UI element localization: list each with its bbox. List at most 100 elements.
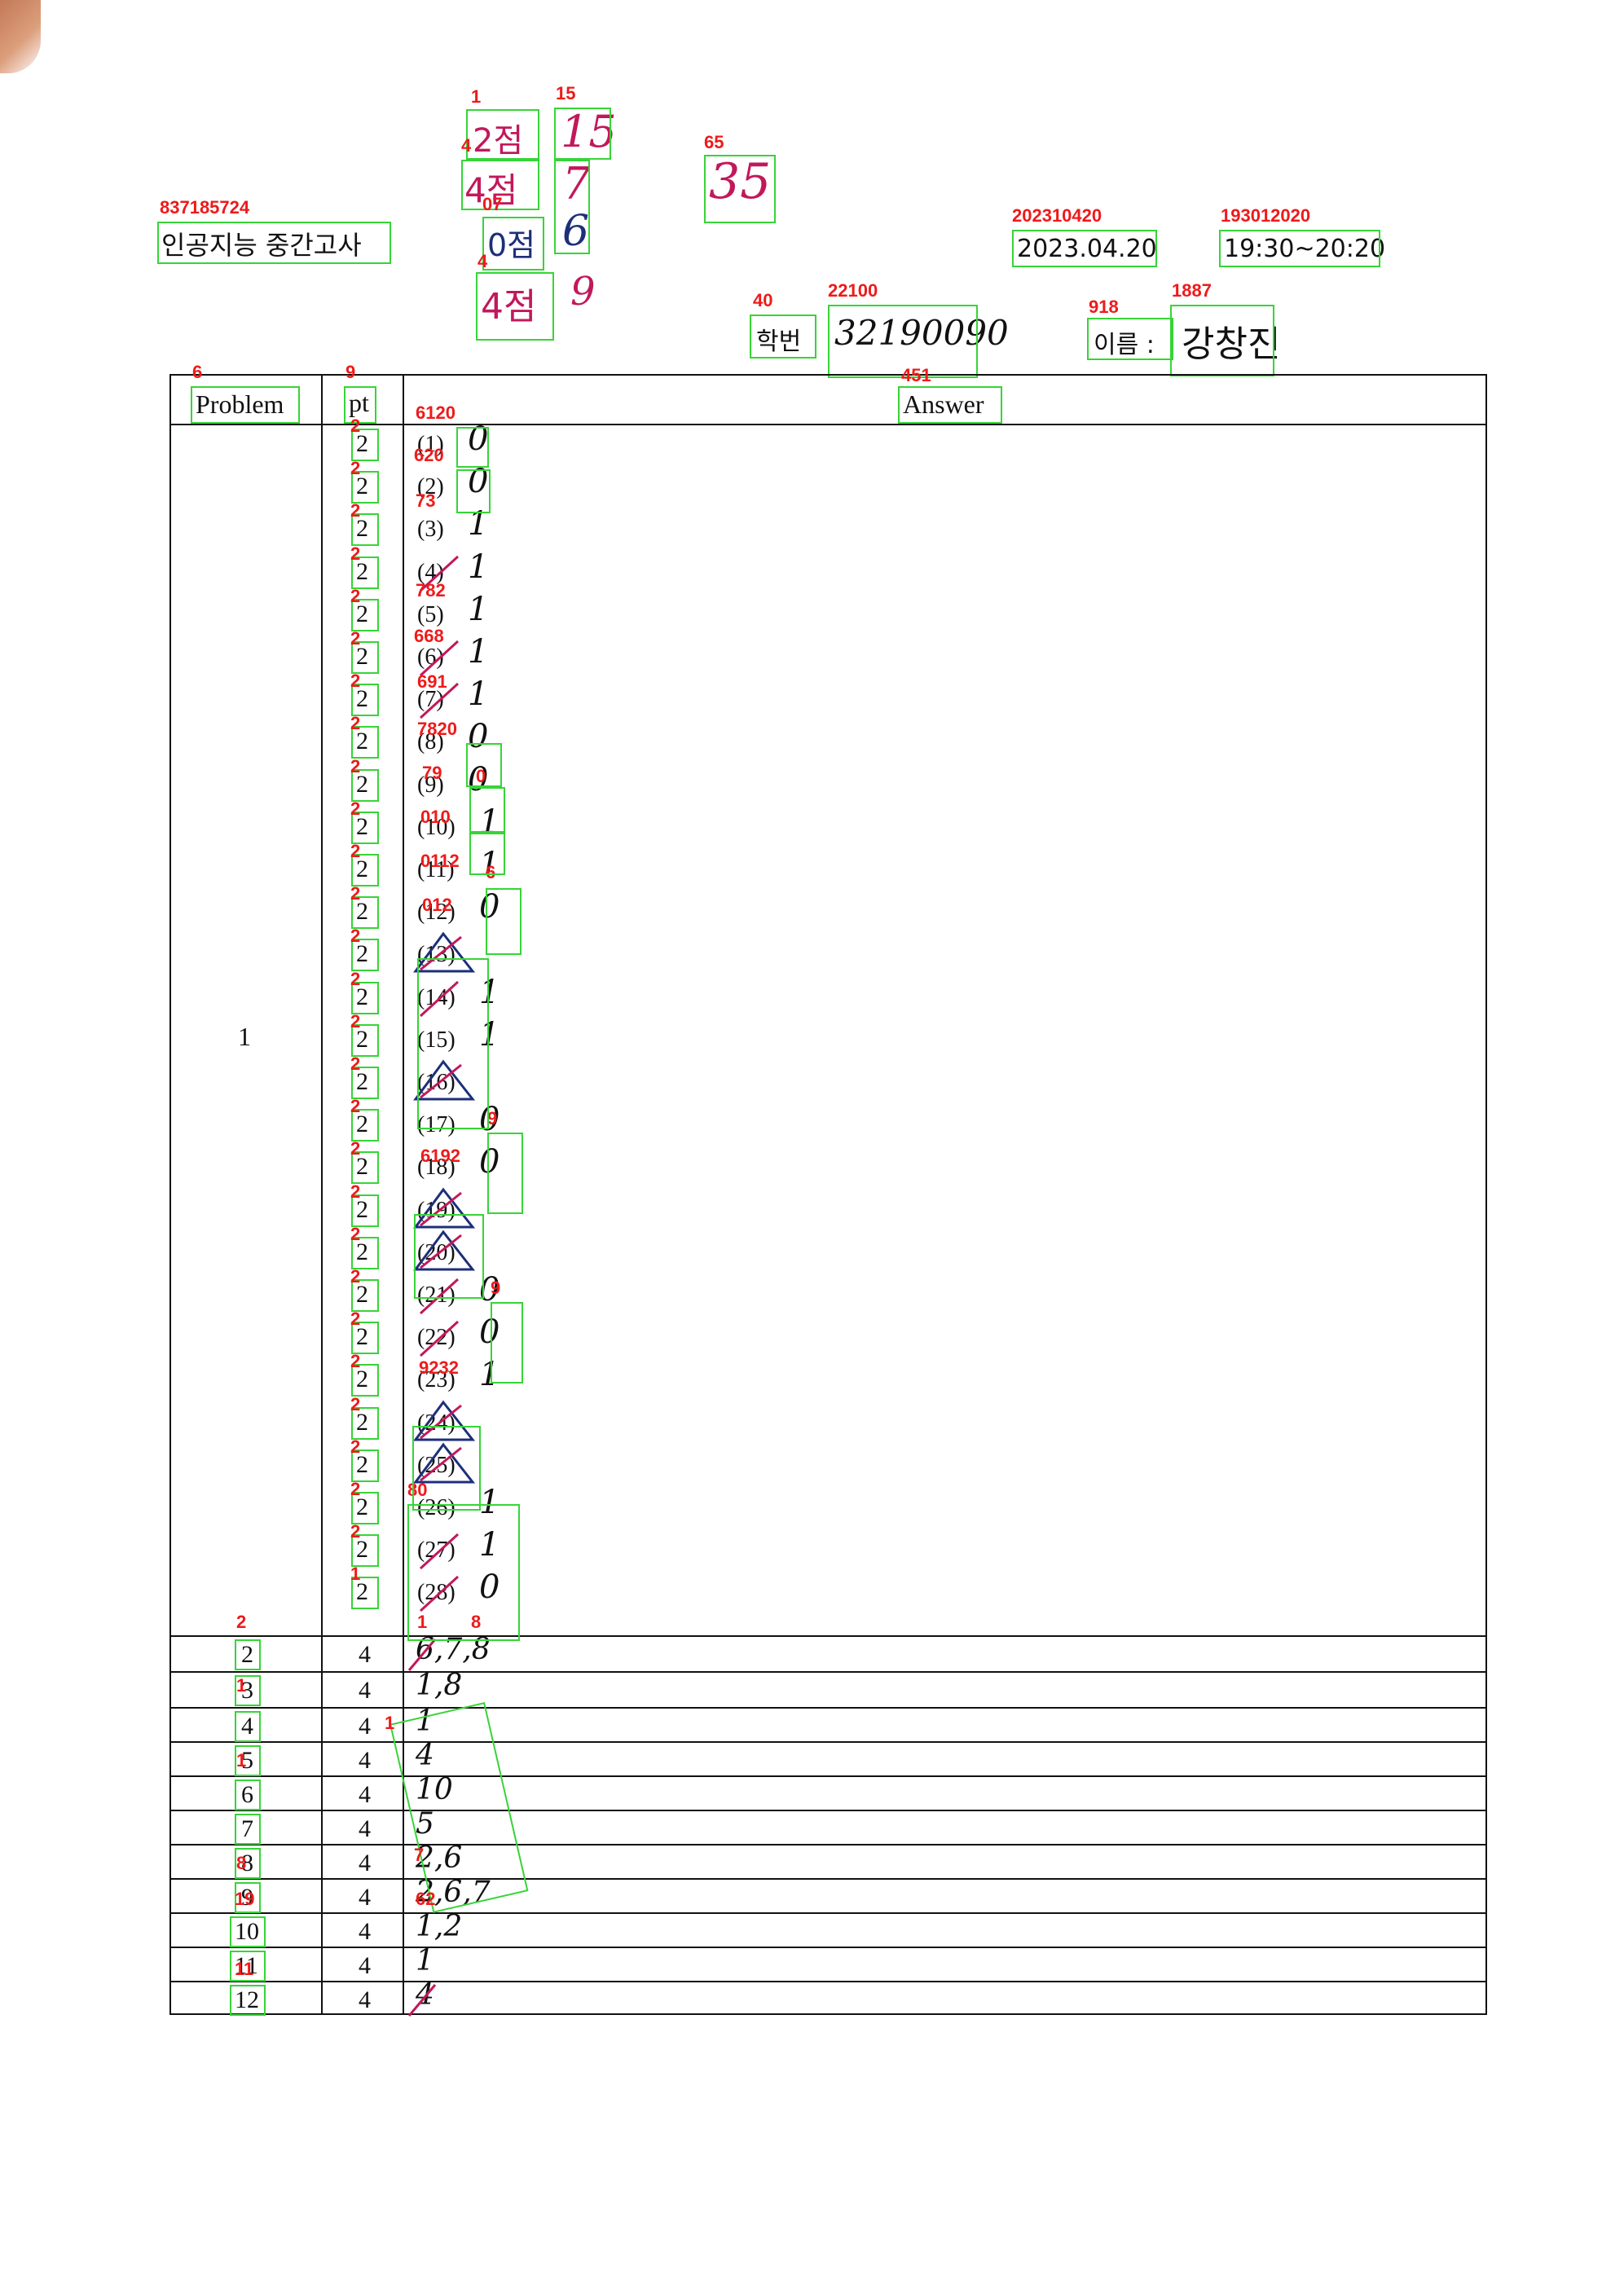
question-answer-2: 0 — [468, 463, 489, 500]
q-3-annotation: 73 — [416, 491, 436, 511]
q-pt-box-27 — [351, 1534, 379, 1567]
q-pt-box-2 — [351, 471, 379, 504]
problem-slash-mark-12 — [407, 1984, 437, 2017]
q-pt-box-9 — [351, 769, 379, 802]
score-mark-7: 4점 — [481, 286, 537, 328]
problem-header-box — [191, 386, 300, 424]
problem-number-box-5 — [235, 1745, 261, 1776]
q-pt-12: 2 — [356, 898, 368, 925]
q-pt-box-20 — [351, 1237, 379, 1269]
p9-annotation: 19 — [235, 1889, 255, 1909]
problem-number-box-8 — [235, 1848, 261, 1879]
q-pt-6: 2 — [356, 643, 368, 670]
q-pt-annotation-2: 2 — [350, 458, 361, 478]
p5-answer-annotation: 1 — [385, 1713, 395, 1733]
question-answer-14: 1 — [479, 974, 500, 1011]
score-mark-1: 2점 — [473, 122, 524, 160]
student-id-value-box — [828, 305, 978, 378]
problem-number-box-2 — [235, 1639, 261, 1670]
score-mark-2-annotation: 15 — [556, 83, 576, 103]
score-mark-3-annotation: 4 — [461, 135, 472, 156]
q-pt-box-10 — [351, 812, 379, 844]
question-label-18: (18) — [417, 1155, 456, 1180]
q-2-answer-box — [456, 469, 491, 513]
question-answer-9: 0 — [468, 761, 489, 798]
q-pt-25: 2 — [356, 1451, 368, 1478]
q-pt-annotation-24: 2 — [350, 1394, 361, 1414]
p5-annotation: 1 — [236, 1750, 247, 1771]
q-11-annotation: 0112 — [420, 851, 460, 871]
question-label-3: (3) — [417, 517, 444, 542]
problem-1-number: 1 — [238, 1022, 251, 1051]
problem-answer-3: 1,8 — [416, 1669, 463, 1702]
problem-number-7: 7 — [241, 1815, 253, 1842]
q-pt-box-3 — [351, 513, 379, 546]
q-pt-box-23 — [351, 1364, 379, 1397]
q-pt-annotation-20: 2 — [350, 1224, 361, 1244]
score-mark-1-box — [466, 109, 539, 160]
score-mark-5: 0점 — [487, 227, 536, 263]
name-value-annotation: 1887 — [1172, 280, 1212, 301]
q-pt-box-13 — [351, 939, 379, 971]
p11-annotation: 11 — [235, 1959, 254, 1979]
score-mark-2: 15 — [561, 106, 617, 157]
q-pt-box-24 — [351, 1407, 379, 1440]
question-label-2: (2) — [417, 474, 444, 499]
score-mark-2-box — [554, 108, 611, 160]
question-answer-15: 1 — [479, 1016, 500, 1054]
q-23-annotation: 9232 — [419, 1357, 459, 1378]
question-label-8: (8) — [417, 729, 444, 754]
q-19-20-box — [414, 1214, 484, 1299]
triangle-mark-13 — [413, 931, 476, 973]
time-box — [1219, 230, 1380, 267]
q-1-annotation: 6120 — [416, 403, 456, 423]
question-label-9: (9) — [417, 772, 444, 798]
problem-pt-7: 4 — [359, 1815, 371, 1842]
student-id-value: 32190090 — [834, 313, 1009, 353]
q-pt-annotation-5: 2 — [350, 586, 361, 606]
problem-number-box-6 — [235, 1779, 261, 1810]
question-answer-22: 0 — [479, 1313, 500, 1351]
score-mark-7-box — [476, 272, 554, 341]
q-9-answer-box — [469, 787, 505, 834]
q-pt-annotation-14: 2 — [350, 969, 361, 989]
problem-pt-8: 4 — [359, 1850, 371, 1876]
q-pt-annotation-21: 2 — [350, 1266, 361, 1287]
question-answer-27: 1 — [479, 1526, 500, 1564]
q-pt-15: 2 — [356, 1026, 368, 1053]
q-pt-annotation-27: 2 — [350, 1521, 361, 1542]
q-pt-annotation-11: 2 — [350, 841, 361, 861]
question-answer-6: 1 — [468, 633, 489, 671]
q-pt-3: 2 — [356, 515, 368, 542]
answer-header: Answer — [903, 389, 984, 419]
q-pt-box-4 — [351, 557, 379, 589]
q-pt-13: 2 — [356, 940, 368, 967]
q-10-answer-box — [469, 831, 505, 875]
q-pt-box-7 — [351, 684, 379, 716]
problem-pt-12: 4 — [359, 1986, 371, 2013]
q-pt-annotation-15: 2 — [350, 1011, 361, 1032]
question-label-10: (10) — [417, 815, 456, 840]
question-label-15: (15) — [417, 1027, 456, 1053]
q-pt-box-15 — [351, 1024, 379, 1057]
name-label: 이름 : — [1094, 331, 1155, 359]
q-pt-box-26 — [351, 1492, 379, 1524]
slash-mark-6 — [419, 640, 460, 677]
q-pt-17: 2 — [356, 1111, 368, 1137]
q-pt-8: 2 — [356, 728, 368, 754]
problem-pt-2: 4 — [359, 1641, 371, 1668]
q-pt-26: 2 — [356, 1494, 368, 1520]
question-answer-26: 1 — [479, 1484, 500, 1521]
problem-answer-4: 1 — [416, 1705, 434, 1738]
problem-number-6: 6 — [241, 1781, 253, 1808]
q-21-answer-box — [491, 1302, 523, 1384]
q-7-annotation: 691 — [417, 671, 447, 692]
q-pt-7: 2 — [356, 685, 368, 712]
answer-header-annotation: 451 — [901, 365, 931, 385]
slash-mark-22 — [419, 1320, 460, 1357]
title-annotation: 837185724 — [160, 197, 250, 218]
p2-annotation: 2 — [236, 1612, 247, 1632]
total-score-box — [704, 155, 776, 223]
answer-header-box — [898, 386, 1002, 424]
problem-answer-8: 2,6 — [416, 1841, 463, 1875]
